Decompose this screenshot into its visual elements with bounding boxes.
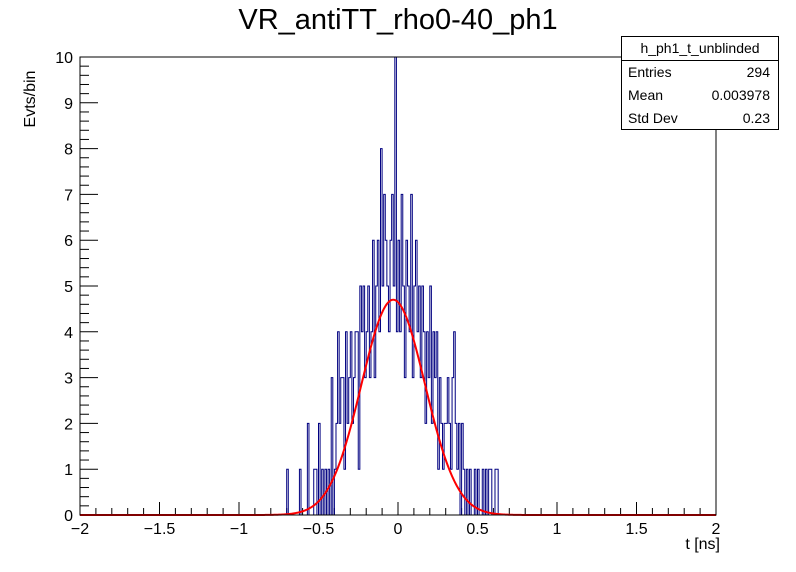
stats-label-mean: Mean [628,87,664,103]
stats-label-entries: Entries [628,64,672,80]
x-tick-label: −1.5 [144,521,176,538]
stats-box-title: h_ph1_t_unblinded [622,37,778,61]
x-tick-label: 0.5 [466,521,488,538]
y-tick-label: 9 [64,96,73,113]
x-tick-label: 1.5 [625,521,647,538]
stats-value-entries: 294 [746,64,770,80]
stats-box: h_ph1_t_unblinded Entries 294 Mean 0.003… [621,36,779,130]
y-tick-label: 2 [64,416,73,433]
stats-value-mean: 0.003978 [711,87,770,103]
stats-label-stddev: Std Dev [628,110,678,126]
y-tick-label: 0 [64,508,73,525]
x-tick-label: 0 [394,521,403,538]
x-tick-label: −0.5 [303,521,335,538]
y-tick-label: 10 [55,50,73,67]
y-tick-label: 6 [64,233,73,250]
chart-title: VR_antiTT_rho0-40_ph1 [238,4,558,36]
x-tick-label: 2 [712,521,721,538]
x-axis-label: t [ns] [685,536,720,553]
x-tick-label: −1 [230,521,248,538]
y-tick-label: 3 [64,371,73,388]
x-axis-ticks: −2 −1.5 −1 −0.5 0 0.5 1 1.5 2 [71,502,721,538]
stats-row-mean: Mean 0.003978 [622,84,778,107]
stats-value-stddev: 0.23 [742,110,770,126]
x-tick-label: 1 [553,521,562,538]
y-tick-label: 4 [64,325,73,342]
y-tick-label: 8 [64,142,73,159]
y-tick-label: 7 [64,187,73,204]
plot-frame [79,56,717,516]
x-tick-label: −2 [71,521,89,538]
stats-row-stddev: Std Dev 0.23 [622,107,778,131]
stats-row-entries: Entries 294 [622,61,778,84]
y-tick-label: 5 [64,279,73,296]
y-axis-label: Evts/bin [22,70,39,128]
y-axis-ticks: 0 1 2 3 4 5 6 7 8 9 10 [55,50,98,525]
y-tick-label: 1 [64,462,73,479]
